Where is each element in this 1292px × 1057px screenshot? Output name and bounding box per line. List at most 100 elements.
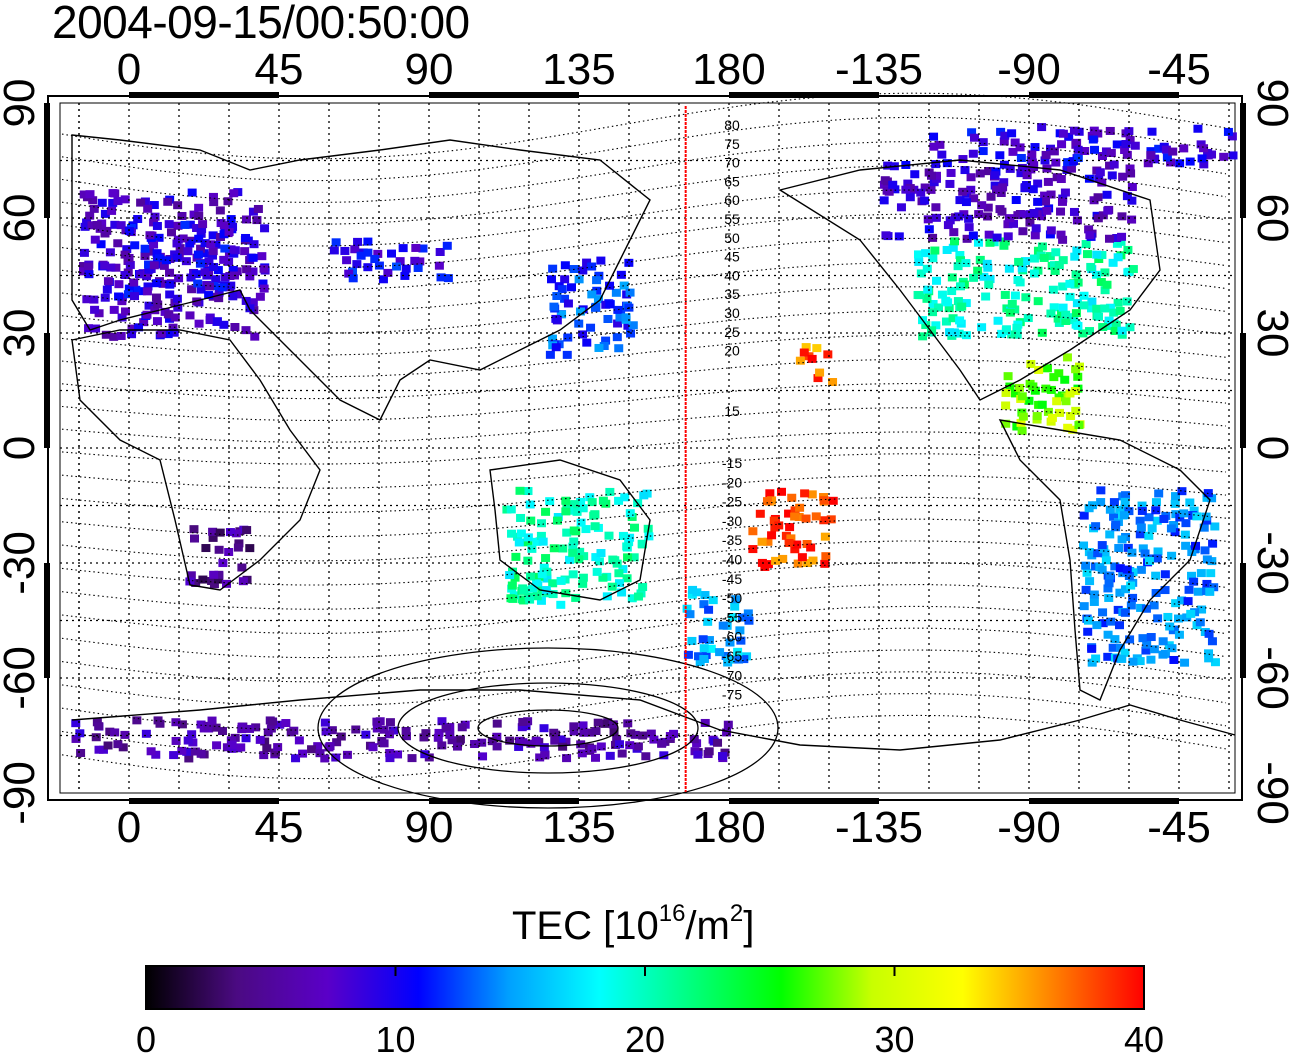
tec-cell: [113, 197, 123, 206]
tec-cell: [196, 229, 206, 238]
tec-cell: [419, 733, 429, 742]
tec-cell: [189, 525, 199, 534]
tec-cell: [1084, 225, 1094, 234]
tec-cell: [1207, 494, 1217, 503]
tec-cell: [313, 742, 323, 751]
tec-cell: [1062, 353, 1072, 362]
tec-cell: [1103, 630, 1113, 639]
tec-cell: [275, 720, 285, 729]
tec-cell: [561, 589, 571, 598]
tec-cell: [1007, 129, 1017, 138]
tec-cell: [224, 547, 234, 556]
tec-cell: [194, 319, 204, 328]
tec-cell: [557, 285, 567, 294]
edge-bar: [44, 333, 50, 448]
tec-cell: [1046, 309, 1056, 318]
tec-cell: [92, 220, 102, 229]
tec-cell: [94, 722, 104, 731]
tec-cell: [1085, 231, 1095, 240]
tec-cell: [477, 738, 487, 747]
tec-cell: [1017, 426, 1027, 435]
tec-cell: [558, 742, 568, 751]
tec-cell: [352, 260, 362, 269]
tec-cell: [532, 579, 542, 588]
tec-cell: [196, 244, 206, 253]
tec-cell: [704, 747, 714, 756]
tec-cell: [141, 729, 151, 738]
tec-cell: [1072, 246, 1082, 255]
tec-cell: [560, 261, 570, 270]
lat-tick-label-left: 60: [0, 194, 44, 243]
tec-cell: [1153, 614, 1163, 623]
tec-cell: [215, 528, 225, 537]
tec-cell: [1105, 505, 1115, 514]
tec-cell: [1092, 621, 1102, 630]
tec-cell: [954, 212, 964, 221]
tec-cell: [91, 733, 101, 742]
tec-cell: [1073, 372, 1083, 381]
tec-cell: [587, 290, 597, 299]
tec-cell: [169, 751, 179, 760]
lat-tick-label-right: -60: [1248, 646, 1292, 710]
mlat-label: 20: [724, 343, 740, 359]
tec-cell: [633, 592, 643, 601]
mlat-contour: [61, 714, 1227, 780]
tec-cell: [1072, 299, 1082, 308]
tec-cell: [1141, 646, 1151, 655]
tec-cell: [535, 753, 545, 762]
tec-cell: [1071, 140, 1081, 149]
tec-cell: [1020, 257, 1030, 266]
tec-cell: [1092, 304, 1102, 313]
tec-cell: [214, 575, 224, 584]
tec-cell: [1093, 312, 1103, 321]
tec-cell: [646, 729, 656, 738]
tec-cell: [1127, 548, 1137, 557]
tec-cell: [794, 512, 804, 521]
tec-cell: [1120, 648, 1130, 657]
tec-cell: [916, 269, 926, 278]
tec-cell: [184, 754, 194, 763]
tec-cell: [1175, 513, 1185, 522]
colorbar-tick-label: 10: [375, 1019, 415, 1057]
tec-cell: [436, 273, 446, 282]
tec-cell: [1087, 551, 1097, 560]
tec-cell: [916, 188, 926, 197]
tec-cell: [342, 750, 352, 759]
lat-tick-label-left: 30: [0, 309, 44, 358]
tec-cell: [1109, 512, 1119, 521]
tec-cell: [724, 655, 734, 664]
tec-cell: [930, 246, 940, 255]
tec-cell: [1032, 412, 1042, 421]
tec-cell: [926, 171, 936, 180]
tec-cell: [249, 240, 259, 249]
tec-cell: [612, 333, 622, 342]
tec-cell: [1049, 303, 1059, 312]
tec-cell: [1017, 392, 1027, 401]
tec-cell: [699, 644, 709, 653]
tec-cell: [528, 584, 538, 593]
tec-cell: [1108, 258, 1118, 267]
tec-cell: [625, 533, 635, 542]
tec-cell: [1105, 126, 1115, 135]
tec-cell: [562, 500, 572, 509]
tec-cell: [142, 310, 152, 319]
tec-cell: [977, 323, 987, 332]
tec-cell: [997, 207, 1007, 216]
tec-cell: [949, 228, 959, 237]
tec-cell: [385, 718, 395, 727]
tec-cell: [1223, 127, 1233, 136]
tec-cell: [1048, 285, 1058, 294]
tec-cell: [975, 255, 985, 264]
tec-cell: [183, 247, 193, 256]
tec-cell: [561, 507, 571, 516]
tec-cell: [556, 576, 566, 585]
tec-cell: [565, 555, 575, 564]
tec-cell: [1135, 657, 1145, 666]
tec-cell: [219, 221, 229, 230]
mlat-contour: [61, 562, 1227, 610]
tec-cell: [1058, 129, 1068, 138]
tec-cell: [1130, 141, 1140, 150]
tec-cell: [1009, 219, 1019, 228]
tec-cell: [151, 750, 161, 759]
tec-cell: [125, 260, 135, 269]
